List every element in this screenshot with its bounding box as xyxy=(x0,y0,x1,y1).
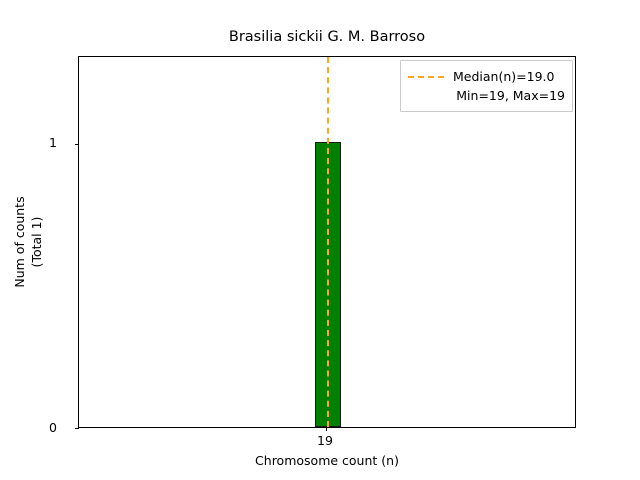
legend-item-median: Median(n)=19.0 xyxy=(408,67,565,86)
xtick-label-19: 19 xyxy=(317,433,333,448)
chart-legend: Median(n)=19.0 Min=19, Max=19 xyxy=(400,60,573,112)
ytick-mark-1 xyxy=(75,143,79,145)
chart-title: Brasilia sickii G. M. Barroso xyxy=(228,29,426,45)
y-axis-label-line2: (Total 1) xyxy=(29,216,44,268)
legend-label-minmax: Min=19, Max=19 xyxy=(456,88,565,103)
median-line xyxy=(327,57,329,427)
legend-item-minmax: Min=19, Max=19 xyxy=(408,86,565,105)
xtick-mark-19 xyxy=(326,427,327,431)
ytick-label-1: 1 xyxy=(49,135,57,150)
ytick-mark-0 xyxy=(75,428,79,429)
y-axis-label: Num of counts (Total 1) xyxy=(12,56,44,428)
dashed-line-icon xyxy=(408,75,444,78)
y-axis-label-line1: Num of counts xyxy=(12,196,27,288)
bars-layer xyxy=(79,57,575,427)
x-axis-label: Chromosome count (n) xyxy=(255,453,399,468)
ytick-label-0: 0 xyxy=(49,420,57,435)
legend-label-median: Median(n)=19.0 xyxy=(453,69,555,84)
plot-area xyxy=(75,56,576,431)
